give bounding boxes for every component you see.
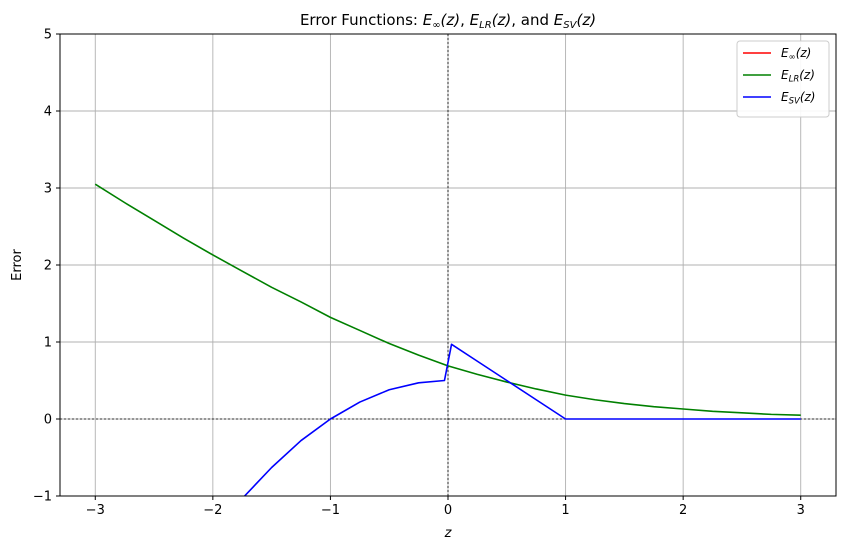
x-tick-label: 3 — [797, 503, 805, 518]
series-lines — [94, 183, 801, 496]
legend-label-0: E∞(z) — [781, 46, 811, 63]
x-tick-label: 2 — [679, 503, 687, 518]
x-tick-label: −1 — [321, 503, 340, 518]
y-tick-label: −1 — [33, 490, 52, 505]
x-tick-label: −2 — [203, 503, 222, 518]
legend-label-1: ELR(z) — [781, 68, 815, 85]
series-line-2 — [244, 343, 801, 496]
x-tick-label: 0 — [444, 503, 452, 518]
x-axis-label: z — [444, 526, 453, 541]
y-tick-label: 3 — [44, 182, 52, 197]
legend-box — [736, 40, 830, 118]
legend-label-2: ESV(z) — [781, 90, 815, 107]
chart-title: Error Functions: E∞(z), ELR(z), and ESV(… — [300, 11, 596, 31]
y-axis-label: Error — [10, 249, 25, 281]
ticks: −3 −2 −1 0 1 2 3 −1 0 1 2 3 4 5 — [33, 28, 805, 519]
zero-reference-lines — [60, 34, 836, 496]
y-tick-label: 5 — [44, 28, 52, 43]
y-tick-label: 2 — [44, 259, 52, 274]
y-tick-label: 4 — [44, 105, 52, 120]
x-tick-label: 1 — [561, 503, 569, 518]
legend: E∞(z) ELR(z) ESV(z) — [736, 40, 830, 118]
x-tick-label: −3 — [86, 503, 105, 518]
y-tick-label: 1 — [44, 336, 52, 351]
y-tick-label: 0 — [44, 413, 52, 428]
